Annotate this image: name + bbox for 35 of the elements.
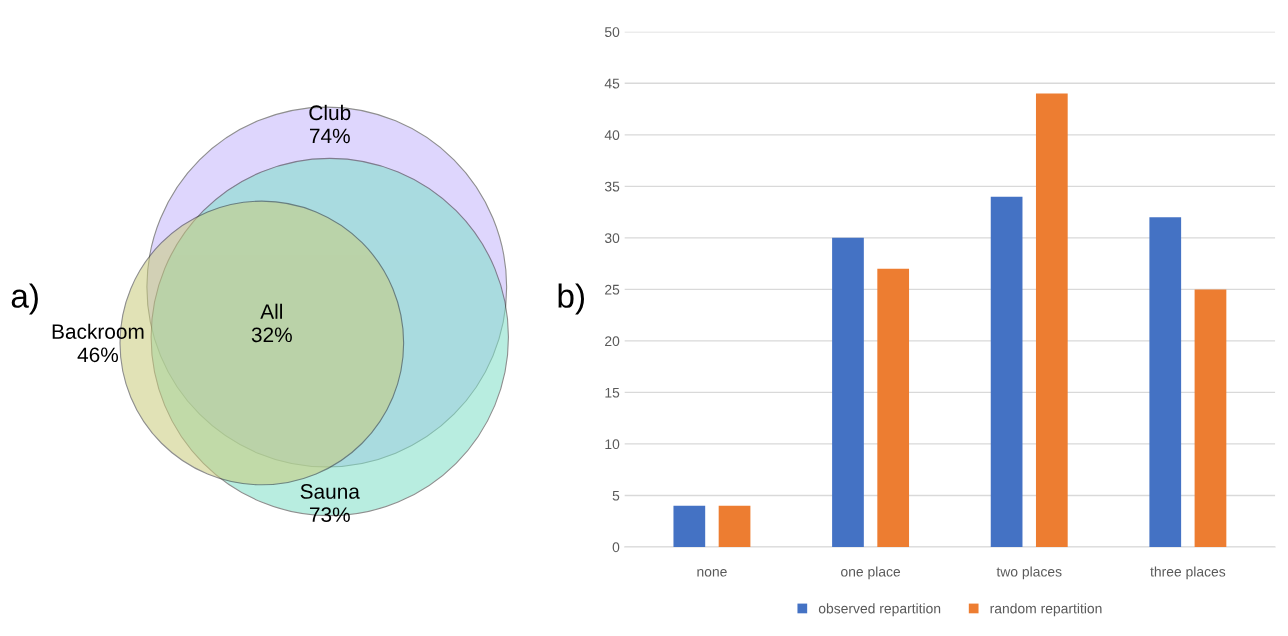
- category-label: Sauna: [300, 484, 360, 499]
- y-tick-label: 45: [604, 78, 620, 89]
- y-tick-label: 15: [605, 387, 620, 398]
- data-label: 46%: [77, 347, 119, 363]
- bar: [832, 237, 864, 547]
- y-tick-label: 5: [612, 490, 620, 501]
- legend-label: random repartition: [990, 603, 1102, 617]
- y-tick-label: 10: [605, 439, 620, 450]
- bar: [990, 196, 1023, 547]
- category-label: All: [260, 303, 282, 319]
- y-tick-label: 25: [605, 284, 620, 295]
- legend-label: observed repartition: [818, 603, 941, 617]
- data-label: 74%: [309, 128, 350, 144]
- text: a): [11, 283, 38, 315]
- bar: [718, 505, 751, 547]
- x-tick-label: three places: [1150, 566, 1226, 580]
- bar: [877, 268, 910, 547]
- x-tick-label: one place: [841, 566, 901, 580]
- y-tick-label: 20: [605, 336, 620, 347]
- x-tick-label: none: [697, 569, 727, 577]
- y-tick-label: 0: [612, 542, 620, 553]
- category-label: Backroom: [52, 323, 144, 339]
- bar: [1149, 217, 1182, 547]
- category-label: Club: [309, 104, 351, 121]
- bar: [673, 505, 706, 547]
- bar: [1035, 93, 1068, 547]
- data-label: 73%: [309, 507, 350, 523]
- bar: [1194, 289, 1227, 547]
- text: b): [558, 283, 584, 315]
- y-tick-label: 30: [604, 233, 620, 244]
- y-tick-label: 50: [604, 27, 620, 37]
- data-label: 32%: [251, 327, 292, 343]
- x-tick-label: two places: [996, 566, 1062, 580]
- y-tick-label: 35: [604, 181, 620, 192]
- y-tick-label: 40: [604, 130, 620, 140]
